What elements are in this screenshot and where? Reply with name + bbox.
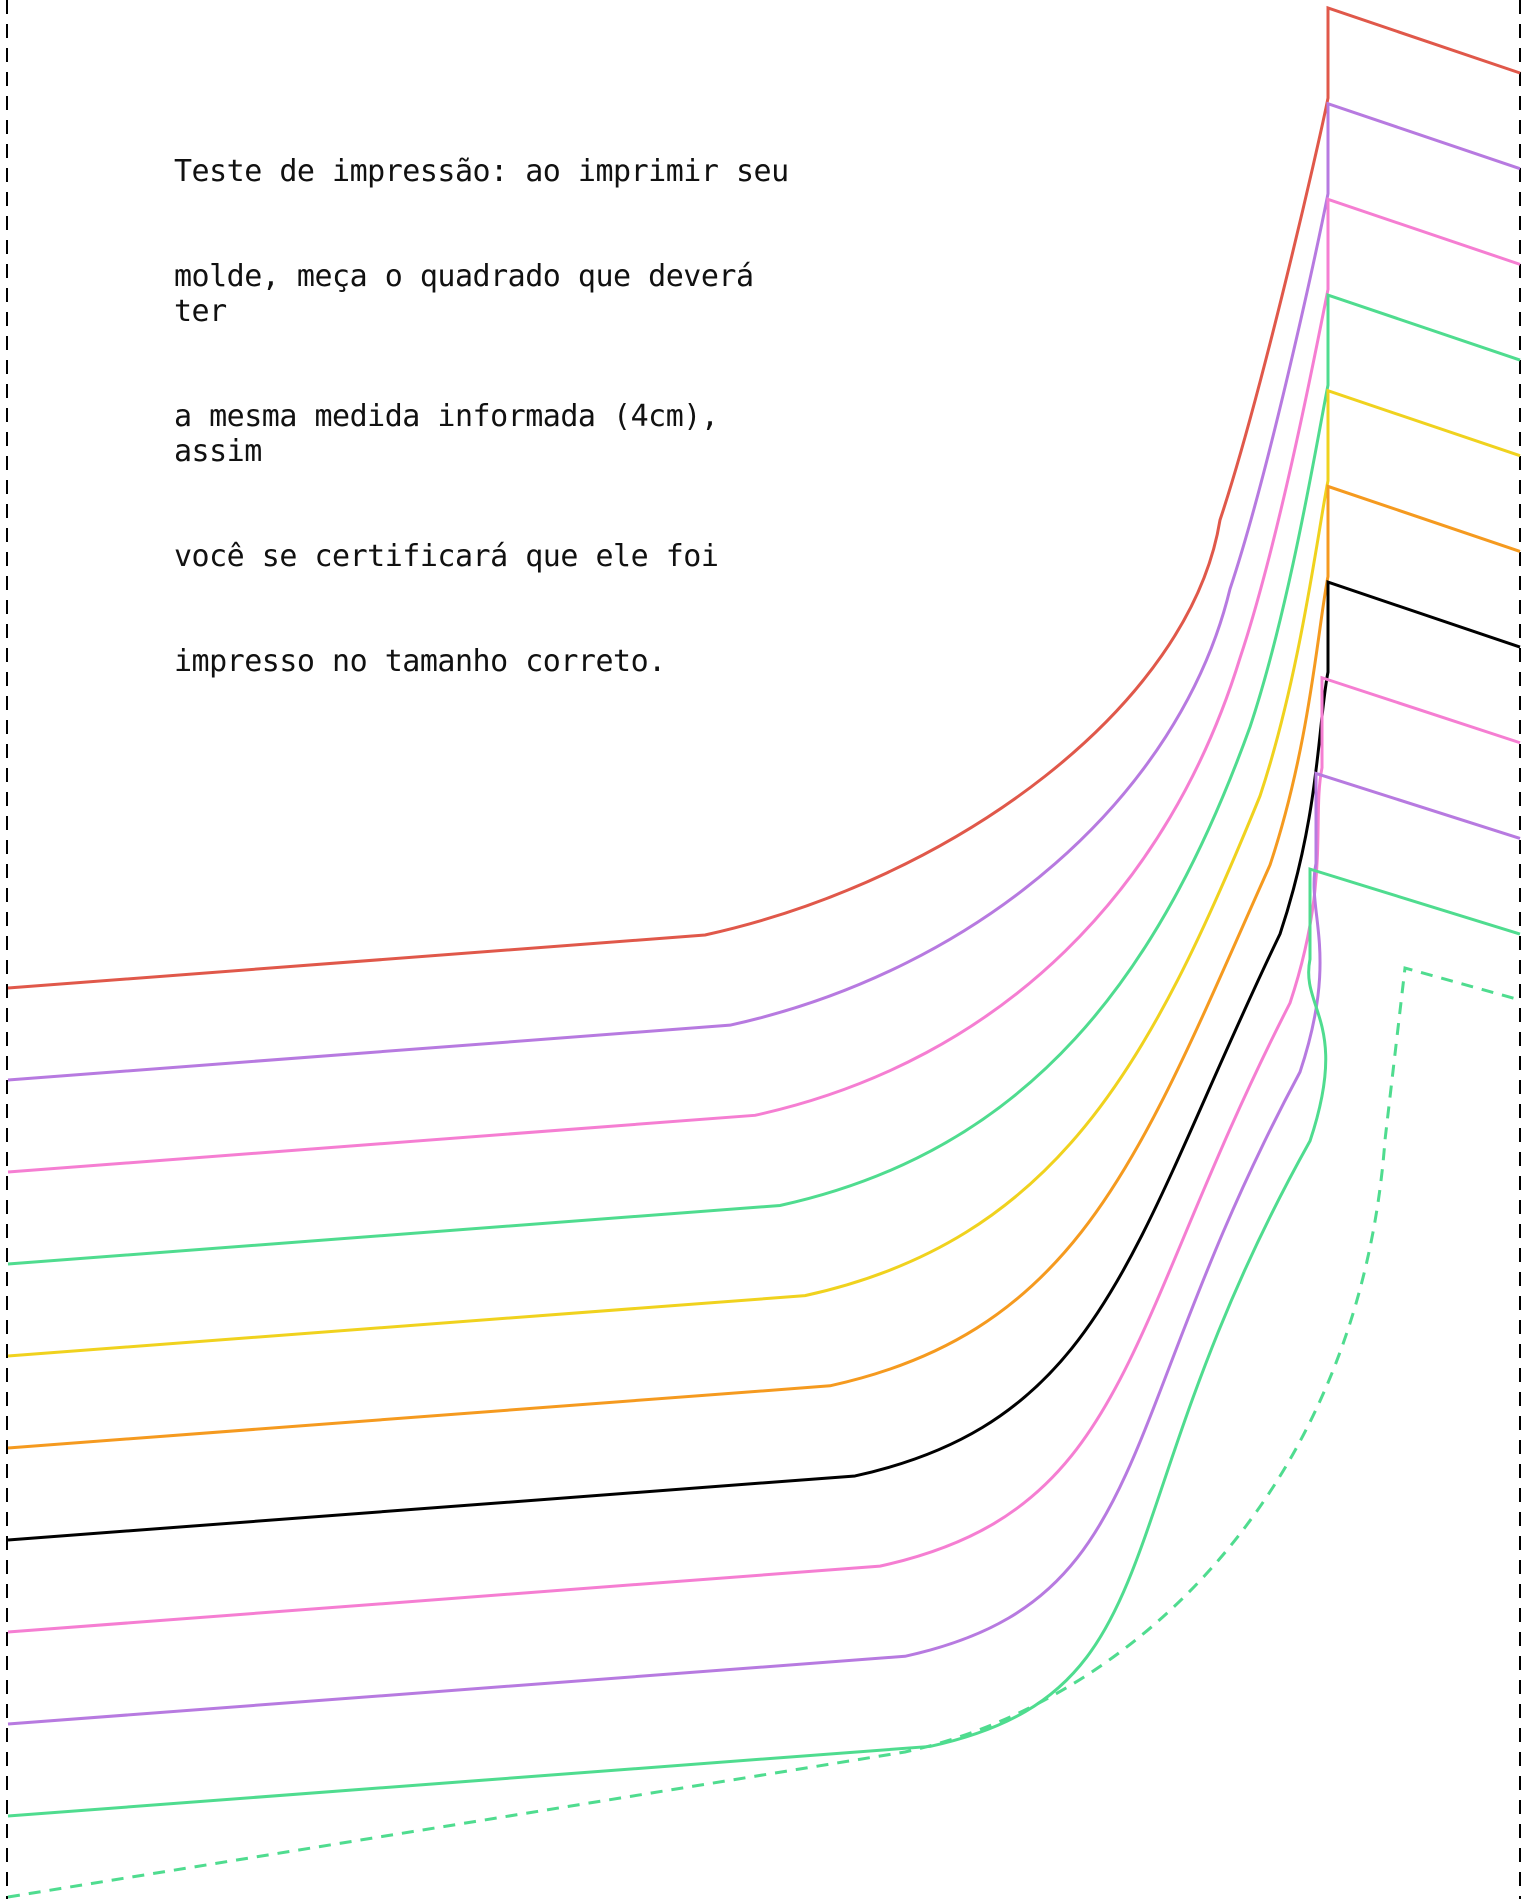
size-line bbox=[7, 197, 1521, 1174]
note-line: a mesma medida informada (4cm), assim bbox=[174, 399, 736, 469]
size-line bbox=[7, 5, 1521, 990]
note-line: molde, meça o quadrado que deverá ter bbox=[174, 259, 772, 329]
size-line bbox=[7, 675, 1521, 1634]
size-line bbox=[7, 292, 1521, 1266]
size-line bbox=[7, 579, 1521, 1542]
size-line bbox=[7, 867, 1521, 1818]
note-line: impresso no tamanho correto. bbox=[174, 644, 666, 679]
size-curves bbox=[7, 5, 1521, 1899]
note-line: Teste de impressão: ao imprimir seu bbox=[174, 154, 789, 189]
size-line bbox=[7, 101, 1521, 1082]
size-line bbox=[7, 388, 1521, 1358]
note-line: você se certificará que ele foi bbox=[174, 539, 719, 574]
size-line bbox=[7, 484, 1521, 1450]
size-line bbox=[7, 771, 1521, 1726]
seam-allowance-line bbox=[7, 966, 1521, 1899]
print-test-note: Teste de impressão: ao imprimir seu mold… bbox=[174, 84, 814, 714]
